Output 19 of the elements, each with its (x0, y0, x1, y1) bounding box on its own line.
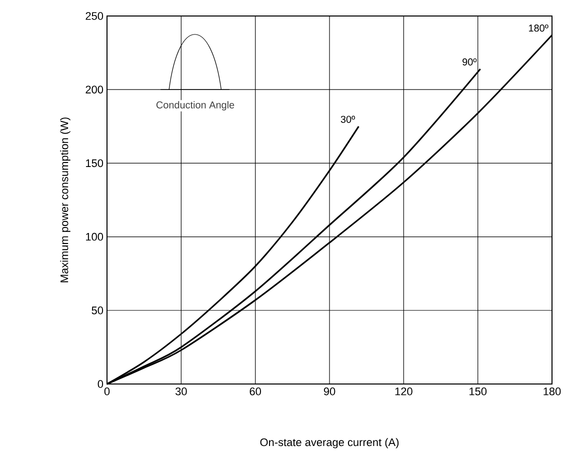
x-tick-label: 120 (395, 388, 412, 396)
y-tick-label: 250 (86, 12, 104, 20)
x-tick-label: 90 (324, 388, 336, 396)
x-tick-label: 60 (250, 388, 261, 396)
series-label: 90º (462, 58, 477, 66)
y-axis-title: Maximum power consumption (W) (60, 118, 70, 282)
y-tick-label: 200 (86, 86, 104, 94)
series-label: 30º (340, 116, 356, 123)
x-tick-label: 0 (104, 388, 110, 396)
y-tick-label: 100 (86, 232, 104, 241)
x-tick-label: 30 (176, 388, 187, 396)
x-axis-title: On-state average current (A) (260, 438, 399, 448)
series-label: 180º (528, 24, 548, 32)
y-tick-label: 0 (98, 380, 104, 388)
y-tick-label: 150 (86, 159, 104, 168)
x-tick-label: 150 (470, 388, 487, 396)
annotation: Conduction Angle (156, 101, 234, 110)
y-tick-label: 50 (92, 306, 104, 314)
x-tick-label: 180 (544, 388, 561, 396)
